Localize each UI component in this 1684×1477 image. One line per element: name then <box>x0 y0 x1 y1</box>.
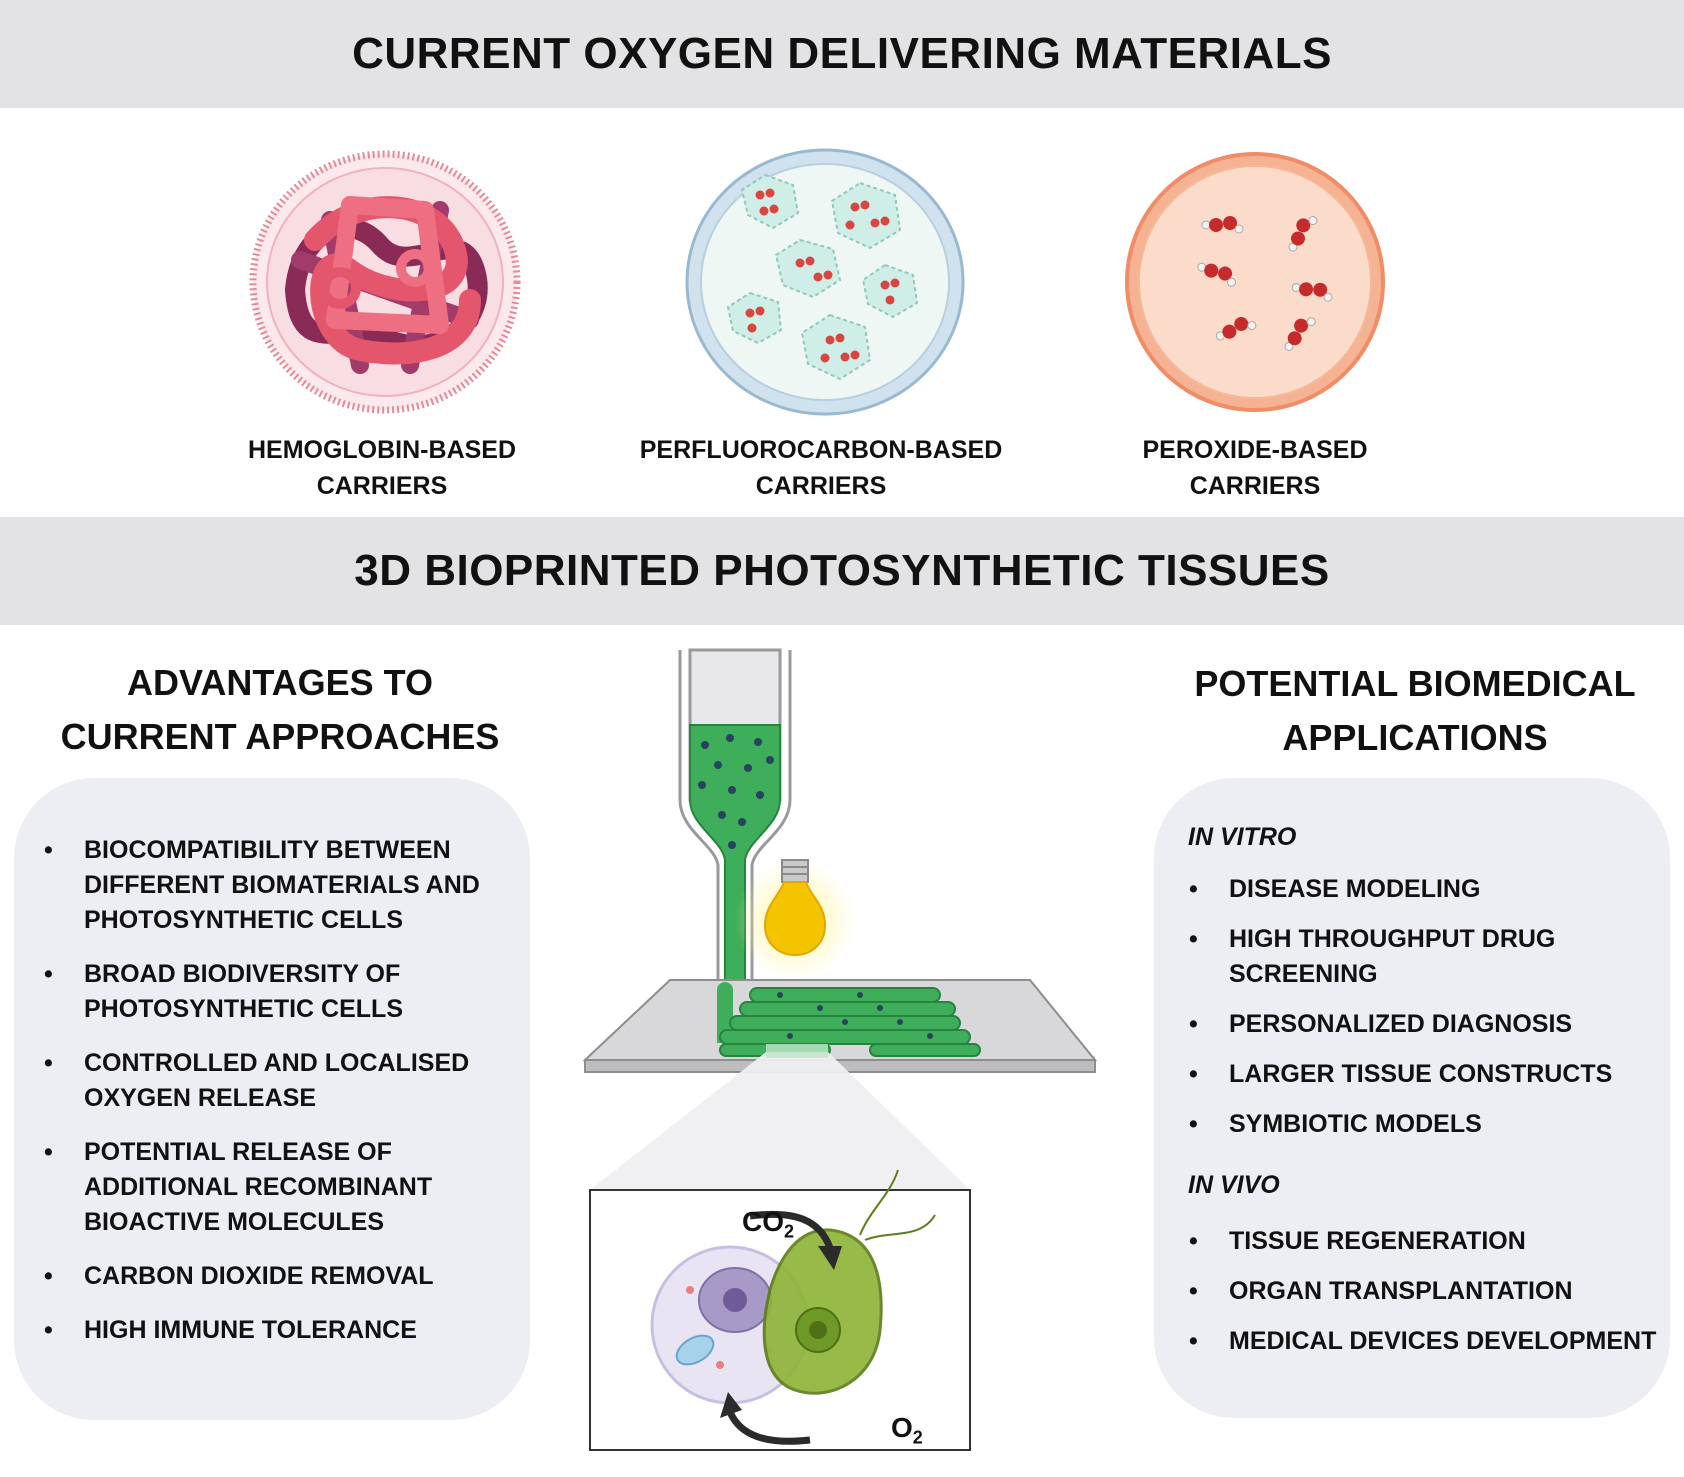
carrier-label-peroxide: PEROXIDE-BASED CARRIERS <box>1142 436 1368 500</box>
hemoglobin-carrier-illustration <box>249 150 521 414</box>
list-item: LARGER TISSUE CONSTRUCTS <box>1189 1057 1669 1092</box>
list-item: CONTROLLED AND LOCALISED OXYGEN RELEASE <box>44 1046 524 1116</box>
light-bulb-icon <box>763 859 827 957</box>
list-item: POTENTIAL RELEASE OF ADDITIONAL RECOMBIN… <box>44 1135 524 1240</box>
printed-scaffold <box>719 987 981 1057</box>
o2-label: O2 <box>891 1412 923 1448</box>
list-item: MEDICAL DEVICES DEVELOPMENT <box>1189 1324 1669 1359</box>
in-vivo-label: IN VIVO <box>1188 1171 1280 1199</box>
co2-label: CO2 <box>742 1206 795 1242</box>
carrier-label-perfluorocarbon: PERFLUOROCARBON-BASED CARRIERS <box>639 436 1003 500</box>
advantages-list: BIOCOMPATIBILITY BETWEEN DIFFERENT BIOMA… <box>44 833 524 1367</box>
bioprinter-illustration <box>582 648 1098 1451</box>
list-item: HIGH THROUGHPUT DRUG SCREENING <box>1189 922 1589 992</box>
list-item: TISSUE REGENERATION <box>1189 1224 1669 1259</box>
peroxide-carrier-illustration <box>1125 152 1385 412</box>
in-vitro-label: IN VITRO <box>1188 823 1297 851</box>
perfluorocarbon-carrier-illustration <box>685 148 965 416</box>
list-item: SYMBIOTIC MODELS <box>1189 1107 1669 1142</box>
list-item: HIGH IMMUNE TOLERANCE <box>44 1313 524 1348</box>
list-item: BIOCOMPATIBILITY BETWEEN DIFFERENT BIOMA… <box>44 833 524 938</box>
middle-banner-title: 3D BIOPRINTED PHOTOSYNTHETIC TISSUES <box>354 546 1330 595</box>
top-banner-title: CURRENT OXYGEN DELIVERING MATERIALS <box>352 29 1332 78</box>
applications-heading: POTENTIAL BIOMEDICAL APPLICATIONS <box>1194 663 1636 758</box>
carrier-label-hemoglobin: HEMOGLOBIN-BASED CARRIERS <box>247 436 517 500</box>
list-item: DISEASE MODELING <box>1189 872 1669 907</box>
in-vitro-list: DISEASE MODELING HIGH THROUGHPUT DRUG SC… <box>1189 872 1669 1157</box>
list-item: BROAD BIODIVERSITY OF PHOTOSYNTHETIC CEL… <box>44 957 524 1027</box>
middle-banner: 3D BIOPRINTED PHOTOSYNTHETIC TISSUES <box>0 517 1684 625</box>
list-item: PERSONALIZED DIAGNOSIS <box>1189 1007 1669 1042</box>
top-banner: CURRENT OXYGEN DELIVERING MATERIALS <box>0 0 1684 108</box>
list-item: CARBON DIOXIDE REMOVAL <box>44 1259 524 1294</box>
in-vivo-list: TISSUE REGENERATION ORGAN TRANSPLANTATIO… <box>1189 1224 1669 1374</box>
list-item: ORGAN TRANSPLANTATION <box>1189 1274 1669 1309</box>
advantages-heading: ADVANTAGES TO CURRENT APPROACHES <box>60 662 500 757</box>
